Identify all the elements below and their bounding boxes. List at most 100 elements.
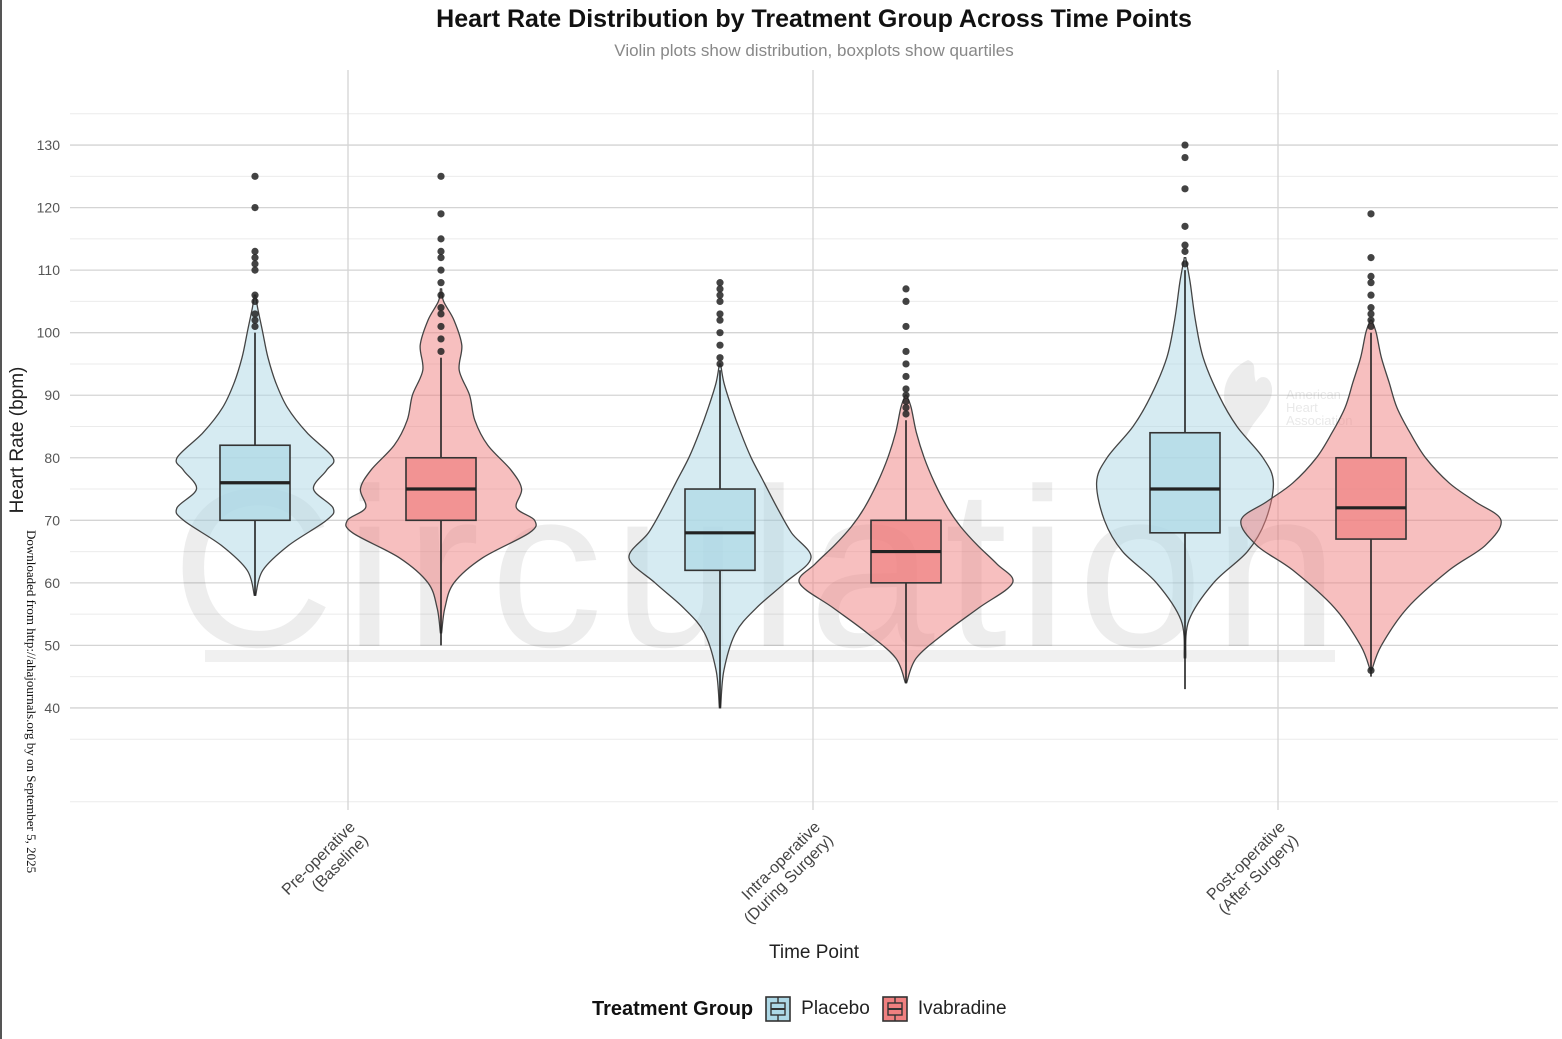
boxplot-box (1335, 456, 1407, 540)
legend-label-ivabradine: Ivabradine (917, 998, 1007, 1019)
outlier-point (437, 210, 445, 218)
legend: Treatment Group Placebo Ivabradine (592, 992, 1019, 1026)
outlier-point (902, 397, 910, 406)
outlier-point (902, 322, 910, 331)
aha-logo: American Heart Association (1224, 360, 1352, 438)
outlier-point (902, 360, 910, 368)
watermark-underline (205, 650, 1335, 662)
outlier-point (251, 254, 259, 262)
outlier-point (251, 310, 259, 318)
outlier-point (437, 322, 445, 331)
outlier-point (1181, 260, 1189, 268)
outlier-point (251, 316, 259, 324)
outlier-point (1181, 247, 1189, 255)
y-tick-label: 80 (44, 450, 60, 466)
outlier-point (902, 297, 910, 306)
outlier-point (716, 360, 724, 368)
boxplot-box (1149, 431, 1221, 534)
outlier-point (1367, 304, 1375, 312)
outlier-point (1367, 316, 1375, 324)
aha-torch-icon (1224, 360, 1273, 438)
outlier-point (902, 285, 910, 293)
outlier-point (1367, 279, 1375, 287)
x-axis-ticks: Pre-operative(Baseline) Intra-operative(D… (279, 819, 1302, 928)
outlier-point (437, 247, 445, 255)
outlier-point (716, 341, 724, 349)
outlier-point (1367, 254, 1375, 262)
aha-logo-text: American (1286, 387, 1341, 402)
outlier-point (716, 310, 724, 318)
outlier-point (716, 285, 724, 293)
outlier-point (251, 322, 259, 331)
outlier-point (437, 335, 445, 343)
outlier-point (251, 297, 259, 306)
outlier-point (1181, 141, 1189, 149)
outlier-point (902, 385, 910, 393)
chart-title: Heart Rate Distribution by Treatment Gro… (436, 5, 1192, 33)
y-tick-label: 120 (37, 200, 61, 216)
aha-logo-text: Heart (1286, 400, 1318, 415)
legend-label-placebo: Placebo (801, 998, 870, 1019)
grid-lines (70, 70, 1558, 810)
outlier-point (1367, 310, 1375, 318)
outlier-point (437, 266, 445, 274)
outlier-point (437, 310, 445, 318)
y-tick-label: 110 (38, 262, 61, 278)
outlier-point (1181, 222, 1189, 230)
outlier-point (251, 203, 259, 212)
outlier-point (437, 347, 445, 356)
y-tick-label: 70 (44, 512, 60, 528)
outlier-point (437, 291, 445, 299)
x-tick-label: Pre-operative(Baseline) (279, 819, 372, 912)
y-axis-label: Heart Rate (bpm) (7, 366, 28, 514)
legend-title: Treatment Group (592, 997, 754, 1020)
y-axis-ticks: 40 50 60 70 80 90 100 110 120 130 (37, 137, 61, 716)
chart-subtitle: Violin plots show distribution, boxplots… (614, 41, 1014, 60)
outlier-point (437, 254, 445, 262)
outlier-point (716, 291, 724, 299)
outlier-point (902, 372, 910, 381)
outlier-point (902, 404, 910, 412)
x-axis-label: Time Point (768, 942, 860, 963)
outlier-point (902, 347, 910, 356)
x-tick-label: Post-operative(After Surgery) (1203, 819, 1302, 918)
outlier-point (1181, 241, 1189, 249)
outlier-point (716, 354, 724, 362)
outlier-point (251, 247, 259, 255)
outlier-point (437, 172, 445, 180)
x-tick-label: Intra-operative(During Surgery) (728, 819, 837, 928)
outlier-point (902, 391, 910, 399)
y-tick-label: 100 (37, 325, 61, 341)
aha-logo-text: Association (1286, 413, 1352, 428)
y-tick-label: 60 (44, 575, 60, 591)
outlier-point (716, 279, 724, 287)
y-tick-label: 130 (37, 137, 61, 153)
left-frame-border (0, 0, 2, 1039)
download-side-note: Downloaded from http://ahajournals.org b… (24, 530, 39, 874)
legend-key-ivabradine (882, 996, 908, 1022)
outlier-point (251, 266, 259, 274)
outlier-point (251, 291, 259, 299)
outlier-point (716, 316, 724, 324)
outlier-point (437, 279, 445, 287)
outlier-point (716, 329, 724, 337)
outlier-point (1367, 210, 1375, 218)
outlier-point (437, 235, 445, 243)
outlier-point (1367, 272, 1375, 280)
outlier-point (251, 260, 259, 268)
outlier-point (251, 172, 259, 180)
outlier-point (716, 297, 724, 306)
boxplot-box (684, 488, 756, 572)
outlier-point (1181, 185, 1189, 193)
boxplot-layer (219, 141, 1407, 708)
outlier-point (902, 410, 910, 418)
outlier-point (437, 304, 445, 312)
outlier-point (1181, 153, 1189, 162)
y-tick-label: 40 (44, 700, 60, 716)
outlier-point (1367, 666, 1375, 675)
outlier-point (1367, 291, 1375, 299)
legend-key-placebo (765, 996, 791, 1022)
outlier-point (1367, 322, 1375, 331)
y-tick-label: 50 (44, 637, 60, 653)
